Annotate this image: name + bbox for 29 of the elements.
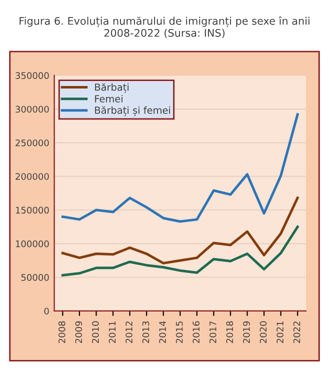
y-tick-label: 50000 <box>21 274 49 281</box>
y-tick-label: 150000 <box>16 206 49 214</box>
x-tick-label: 2011 <box>108 322 116 343</box>
legend-label: Femei <box>95 94 122 102</box>
x-tick-label: 2022 <box>293 322 300 343</box>
y-tick-label: 300000 <box>16 106 49 113</box>
x-tick-label: 2017 <box>209 321 216 343</box>
x-tick-label: 2014 <box>159 321 166 343</box>
line-series <box>61 196 299 264</box>
x-tick-label: 2009 <box>75 321 82 343</box>
x-tick-label: 2008 <box>58 321 66 343</box>
chart-title: Figura 6. Evoluția numărului de imigranți pe sexe în anii 2008-2022 (Sursa: INS) <box>20 16 310 38</box>
x-tick-label: 2012 <box>126 322 132 343</box>
x-tick-label: 2019 <box>243 321 250 343</box>
x-tick-label: 2020 <box>260 321 267 343</box>
x-tick-label: 2021 <box>276 322 284 343</box>
y-tick-label: 250000 <box>16 139 49 146</box>
x-tick-label: 2010 <box>92 321 99 343</box>
legend-label: Bărbați și femei <box>95 106 170 116</box>
y-tick-label: 0 <box>44 308 49 315</box>
y-tick-label: 100000 <box>16 240 49 248</box>
legend-label: Bărbați <box>95 83 128 93</box>
x-tick-label: 2015 <box>176 321 183 343</box>
y-tick-label: 200000 <box>16 173 49 180</box>
x-tick-label: 2018 <box>226 321 234 343</box>
line-series <box>61 226 299 277</box>
x-tick-label: 2013 <box>142 321 150 343</box>
x-tick-label: 2016 <box>192 321 200 343</box>
y-tick-label: 350000 <box>16 72 49 79</box>
